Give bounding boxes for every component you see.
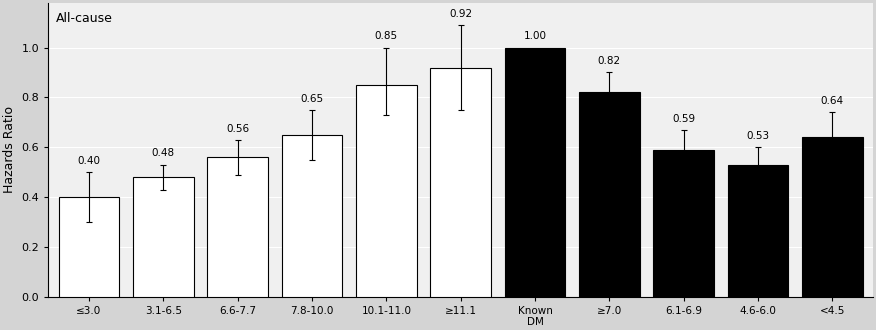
Bar	[653, 150, 714, 297]
Text: 0.82: 0.82	[597, 56, 621, 66]
Bar	[505, 48, 566, 297]
Bar	[281, 135, 343, 297]
Text: 1.00: 1.00	[524, 31, 547, 41]
Bar	[208, 157, 268, 297]
Bar	[59, 197, 119, 297]
Bar	[356, 85, 417, 297]
Text: 0.48: 0.48	[152, 148, 175, 158]
Text: 0.85: 0.85	[375, 31, 398, 41]
Bar	[802, 137, 863, 297]
Bar	[728, 165, 788, 297]
Text: 0.56: 0.56	[226, 123, 250, 134]
Y-axis label: Hazards Ratio: Hazards Ratio	[3, 106, 16, 193]
Text: 0.53: 0.53	[746, 131, 770, 141]
Text: 0.92: 0.92	[449, 9, 472, 19]
Bar	[133, 177, 194, 297]
Text: 0.65: 0.65	[300, 94, 323, 104]
Text: 0.64: 0.64	[821, 96, 844, 106]
Text: All-cause: All-cause	[56, 12, 113, 25]
Text: 0.40: 0.40	[77, 156, 101, 166]
Bar	[579, 92, 639, 297]
Text: 0.59: 0.59	[672, 114, 696, 123]
Bar	[430, 68, 491, 297]
